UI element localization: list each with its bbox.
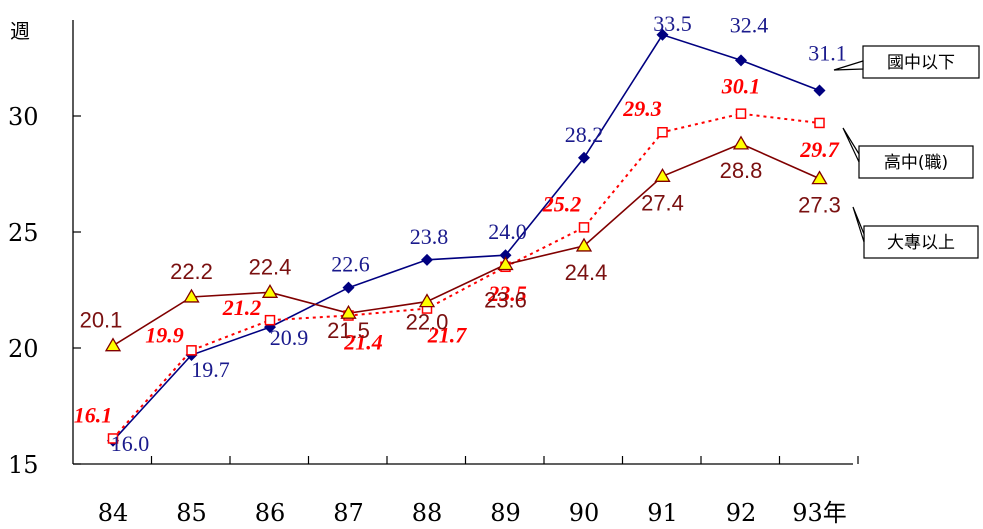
data-label-senior-high: 30.1 <box>721 74 761 99</box>
data-label-senior-high: 29.3 <box>622 96 662 121</box>
data-label-college: 27.3 <box>798 193 841 218</box>
y-tick-label: 30 <box>8 103 39 131</box>
x-tick-label: 89 <box>490 499 521 527</box>
data-label-lower-secondary: 32.4 <box>730 12 769 37</box>
point-college <box>497 256 514 271</box>
data-label-college: 22.2 <box>170 259 213 284</box>
data-label-senior-high: 23.5 <box>487 281 527 306</box>
y-axis-unit-label: 週 <box>10 19 30 43</box>
data-label-college: 20.1 <box>80 308 123 333</box>
data-label-lower-secondary: 22.6 <box>331 252 370 277</box>
data-label-lower-secondary: 28.2 <box>565 122 604 147</box>
data-label-college: 21.5 <box>327 318 370 343</box>
point-college <box>104 337 122 352</box>
legend-box-senior-high <box>858 145 974 179</box>
data-label-senior-high: 16.1 <box>74 402 113 427</box>
legend-label-college: 大專以上 <box>887 233 955 253</box>
point-lower-secondary <box>578 151 590 164</box>
series-line-college <box>112 142 820 347</box>
series-markers <box>104 28 828 447</box>
y-tick-label: 25 <box>8 219 39 247</box>
point-college <box>654 168 671 182</box>
x-tick-label: 90 <box>569 499 600 527</box>
data-label-college: 24.4 <box>565 260 608 285</box>
data-label-college: 27.4 <box>641 190 684 215</box>
point-lower-secondary <box>342 281 355 294</box>
data-label-lower-secondary: 20.9 <box>270 325 309 350</box>
legend-label-senior-high: 高中(職) <box>884 153 948 173</box>
data-label-lower-secondary: 31.1 <box>808 40 847 65</box>
data-label-college: 23.6 <box>484 287 527 312</box>
point-senior-high <box>264 314 276 326</box>
point-lower-secondary <box>656 28 669 41</box>
point-lower-secondary <box>813 84 826 97</box>
data-label-college: 28.8 <box>720 158 763 183</box>
point-lower-secondary <box>499 249 512 262</box>
legend-label-lower-secondary: 國中以下 <box>887 53 955 73</box>
point-college <box>418 293 436 308</box>
data-label-college: 22.0 <box>406 310 449 335</box>
point-college <box>732 135 750 150</box>
data-label-senior-high: 21.7 <box>427 323 468 348</box>
data-label-lower-secondary: 24.0 <box>488 219 527 244</box>
x-tick-label: 84 <box>98 499 129 527</box>
point-college <box>340 304 357 319</box>
axes: 15 20 25 30 週 84 85 86 87 88 89 90 91 92 93年 <box>8 19 859 527</box>
point-senior-high <box>735 108 747 119</box>
legend-pointer-lower-secondary <box>833 60 864 71</box>
x-tick-label: 85 <box>176 499 207 527</box>
x-tick-label: 87 <box>333 499 364 527</box>
x-tick-label: 92 <box>726 499 757 527</box>
data-label-lower-secondary: 16.0 <box>111 431 150 456</box>
point-college <box>575 237 593 252</box>
data-label-senior-high: 29.7 <box>799 137 840 162</box>
series-lines <box>112 33 820 442</box>
point-college <box>183 288 200 303</box>
data-label-senior-high: 21.4 <box>343 330 383 355</box>
data-label-senior-high: 25.2 <box>542 191 582 216</box>
legend-pointer-senior-high <box>842 127 860 163</box>
data-label-lower-secondary: 19.7 <box>191 357 230 382</box>
point-lower-secondary <box>735 54 747 67</box>
y-tick-label: 15 <box>8 451 39 479</box>
data-label-college: 22.4 <box>249 254 292 279</box>
point-senior-high <box>186 345 197 356</box>
point-college <box>811 170 828 185</box>
data-labels: 16.0 19.7 20.9 22.6 23.8 24.0 28.2 33.5 32.4 31.1… <box>74 11 847 456</box>
series-line-senior-high <box>112 112 820 440</box>
data-label-senior-high: 21.2 <box>222 295 262 320</box>
point-lower-secondary <box>421 253 433 266</box>
point-college <box>261 284 279 298</box>
legend-box-college <box>863 225 979 259</box>
x-tick-label: 88 <box>412 499 443 527</box>
legend-pointer-college <box>852 206 865 243</box>
series-line-lower-secondary <box>112 33 820 442</box>
y-tick-label: 20 <box>8 335 39 363</box>
x-tick-label: 93年 <box>792 499 847 527</box>
x-tick-label: 86 <box>255 499 286 527</box>
data-label-lower-secondary: 23.8 <box>410 224 449 249</box>
point-senior-high <box>657 126 668 138</box>
x-tick-label: 91 <box>647 499 678 527</box>
point-senior-high <box>578 222 590 233</box>
point-senior-high <box>107 433 119 444</box>
data-label-lower-secondary: 33.5 <box>653 11 692 36</box>
data-label-senior-high: 19.9 <box>145 322 184 347</box>
point-senior-high <box>814 117 825 129</box>
